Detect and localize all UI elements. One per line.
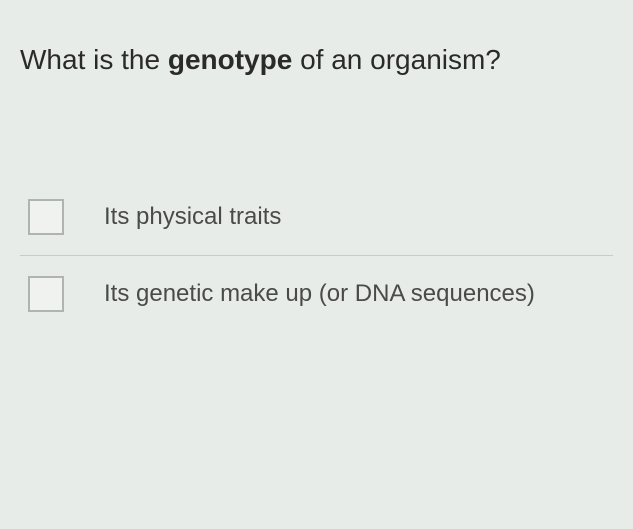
option-label: Its physical traits xyxy=(104,203,281,231)
option-row[interactable]: Its genetic make up (or DNA sequences) xyxy=(20,256,613,332)
option-label: Its genetic make up (or DNA sequences) xyxy=(104,280,535,308)
checkbox[interactable] xyxy=(28,199,64,235)
checkbox[interactable] xyxy=(28,276,64,312)
question-text: What is the genotype of an organism? xyxy=(20,40,613,79)
options-list: Its physical traits Its genetic make up … xyxy=(20,179,613,332)
question-suffix: of an organism? xyxy=(292,44,501,75)
option-row[interactable]: Its physical traits xyxy=(20,179,613,256)
question-bold: genotype xyxy=(168,44,292,75)
question-prefix: What is the xyxy=(20,44,168,75)
